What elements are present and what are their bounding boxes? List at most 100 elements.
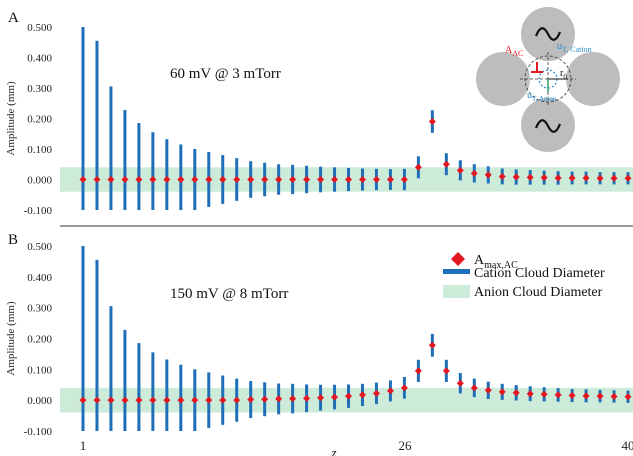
- cation-diameter-bar: [137, 343, 141, 431]
- rod-left: [476, 52, 530, 106]
- amax-marker: [149, 176, 157, 183]
- amax-marker: [400, 176, 408, 183]
- amax-marker: [317, 394, 325, 402]
- amax-marker: [261, 176, 269, 183]
- amax-marker: [289, 176, 297, 183]
- legend-anion-swatch: [443, 285, 470, 298]
- amax-marker: [540, 390, 548, 398]
- y-axis-label: Amplitude (mm): [5, 301, 17, 376]
- amax-marker: [191, 176, 199, 183]
- amax-marker: [149, 396, 157, 404]
- amax-marker: [247, 396, 255, 404]
- rf-wave-top-icon: [534, 27, 562, 41]
- amax-marker: [400, 384, 408, 392]
- amax-marker: [414, 163, 422, 171]
- amax-marker: [317, 176, 325, 183]
- y-tick-label: 0.400: [27, 53, 52, 65]
- panel-b: -0.100 0.000 0.100 0.200 0.300 0.400 0.500 Ampl…: [5, 232, 633, 438]
- amax-marker: [582, 174, 590, 182]
- cation-diameter-bar: [165, 359, 169, 431]
- amax-marker: [512, 389, 520, 397]
- legend-anion-label: Anion Cloud Diameter: [474, 285, 603, 300]
- condition-annotation: 60 mV @ 3 mTorr: [170, 66, 281, 82]
- amax-marker: [596, 392, 604, 400]
- amax-marker: [205, 176, 213, 183]
- amax-marker: [624, 393, 632, 401]
- amax-marker: [331, 393, 339, 401]
- amax-marker: [358, 391, 366, 399]
- amax-marker: [442, 367, 450, 375]
- amax-marker: [498, 388, 506, 396]
- label-a-ac: AAC: [505, 45, 523, 58]
- amax-marker: [191, 396, 199, 404]
- amax-marker: [121, 176, 129, 183]
- amax-marker: [93, 396, 101, 404]
- panel-a: -0.100 0.000 0.100 0.200 0.300 0.400 0.500 Ampl…: [5, 10, 633, 217]
- amax-marker: [303, 176, 311, 183]
- y-tick-label: 0.300: [27, 303, 52, 315]
- amax-marker: [303, 394, 311, 402]
- amax-marker: [540, 174, 548, 182]
- legend-amax-label: Amax,AC: [474, 253, 518, 271]
- amax-marker: [428, 118, 436, 126]
- amax-marker: [93, 176, 101, 183]
- amax-marker: [345, 392, 353, 400]
- legend-cation-swatch: [443, 269, 470, 274]
- legend-cation-label: Cation Cloud Diameter: [474, 266, 605, 281]
- amax-marker: [554, 391, 562, 399]
- amax-marker: [358, 176, 366, 183]
- x-tick-1: 1: [80, 438, 87, 453]
- rf-wave-bottom-icon: [534, 119, 562, 133]
- cation-diameter-bar: [109, 86, 113, 210]
- y-tick-label: 0.300: [27, 83, 52, 95]
- amax-marker: [205, 396, 213, 404]
- amax-marker: [275, 395, 283, 403]
- amax-marker: [568, 174, 576, 182]
- amax-marker: [456, 166, 464, 174]
- amax-marker: [275, 176, 283, 183]
- amax-marker: [526, 173, 534, 181]
- amax-marker: [484, 171, 492, 179]
- y-tick-label: 0.400: [27, 272, 52, 284]
- amax-marker: [512, 173, 520, 181]
- x-axis-label: z: [330, 445, 336, 456]
- amax-marker: [428, 341, 436, 349]
- anion-cloud-band: [60, 387, 633, 413]
- cation-diameter-bar: [109, 306, 113, 431]
- amax-marker: [568, 392, 576, 400]
- amax-marker: [470, 384, 478, 392]
- cation-diameter-bar: [151, 352, 155, 431]
- amax-marker: [442, 160, 450, 168]
- cation-diameter-bar: [137, 123, 141, 210]
- amax-marker: [247, 176, 255, 183]
- y-tick-label: 0.500: [27, 22, 52, 34]
- amax-marker: [219, 396, 227, 404]
- cation-diameter-bar: [151, 132, 155, 210]
- amax-marker: [233, 396, 241, 404]
- x-tick-40: 40: [622, 438, 633, 453]
- y-tick-label: 0.500: [27, 241, 52, 253]
- amax-marker: [163, 396, 171, 404]
- y-tick-label: -0.100: [24, 205, 53, 217]
- amax-marker: [596, 174, 604, 182]
- amax-marker: [331, 176, 339, 183]
- y-tick-label: 0.100: [27, 144, 52, 156]
- amax-marker: [610, 174, 618, 182]
- y-tick-label: 0.100: [27, 364, 52, 376]
- x-tick-26: 26: [399, 438, 413, 453]
- amax-marker: [526, 390, 534, 398]
- amax-marker: [484, 386, 492, 394]
- quadrupole-diagram: AAC uT, Cation uT, Anion r0: [476, 7, 620, 152]
- panel-label: B: [8, 232, 18, 248]
- cation-diameter-bar: [81, 27, 85, 210]
- cation-diameter-bar: [123, 329, 127, 431]
- amax-marker: [345, 176, 353, 183]
- amax-marker: [121, 396, 129, 404]
- amax-marker: [233, 176, 241, 183]
- amax-marker: [498, 172, 506, 180]
- amax-marker: [135, 176, 143, 183]
- label-r0: r0: [560, 68, 567, 81]
- amax-marker: [177, 396, 185, 404]
- y-tick-label: 0.200: [27, 334, 52, 346]
